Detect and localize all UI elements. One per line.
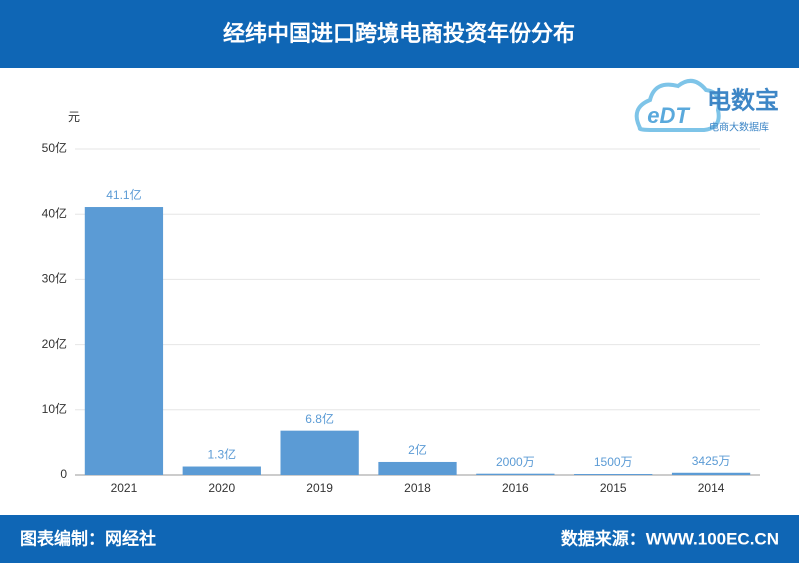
bar [476, 473, 555, 475]
y-tick-label: 30亿 [42, 271, 67, 286]
bar [84, 207, 164, 475]
x-tick-label: 2020 [208, 481, 235, 495]
value-label: 2000万 [496, 455, 535, 469]
bar [182, 466, 261, 475]
x-tick-label: 2021 [111, 481, 138, 495]
value-label: 6.8亿 [305, 411, 334, 426]
y-tick-label: 0 [60, 467, 67, 481]
logo-cloud [634, 78, 721, 132]
bar [280, 430, 359, 475]
chart-title: 经纬中国进口跨境电商投资年份分布 [223, 21, 575, 46]
bar [671, 472, 751, 475]
x-tick-label: 2016 [502, 481, 529, 495]
logo-tagline: 电商大数据库 [709, 121, 769, 134]
value-label: 1.3亿 [207, 447, 236, 462]
x-tick-label: 2018 [404, 481, 431, 495]
y-axis-label: 元 [68, 110, 80, 124]
footer-band [0, 515, 799, 563]
y-tick-label: 50亿 [42, 140, 67, 155]
value-label: 3425万 [692, 454, 731, 468]
value-label: 1500万 [594, 455, 633, 469]
footer-right: 数据来源：WWW.100EC.CN [561, 528, 779, 548]
bar [378, 461, 457, 475]
bar [574, 474, 653, 475]
logo-mark: eDT [647, 103, 690, 128]
header-band [0, 0, 799, 68]
x-tick-label: 2014 [698, 481, 725, 495]
y-tick-label: 10亿 [42, 401, 67, 416]
y-tick-label: 40亿 [42, 205, 67, 220]
logo-name: 电数宝 [707, 86, 779, 114]
y-tick-label: 20亿 [42, 336, 67, 351]
value-label: 41.1亿 [106, 187, 141, 202]
value-label: 2亿 [408, 442, 427, 457]
x-tick-label: 2019 [306, 481, 333, 495]
x-tick-label: 2015 [600, 481, 627, 495]
footer-left: 图表编制：网经社 [20, 528, 156, 548]
logo: eDT 电数宝 电商大数据库 [634, 78, 779, 134]
